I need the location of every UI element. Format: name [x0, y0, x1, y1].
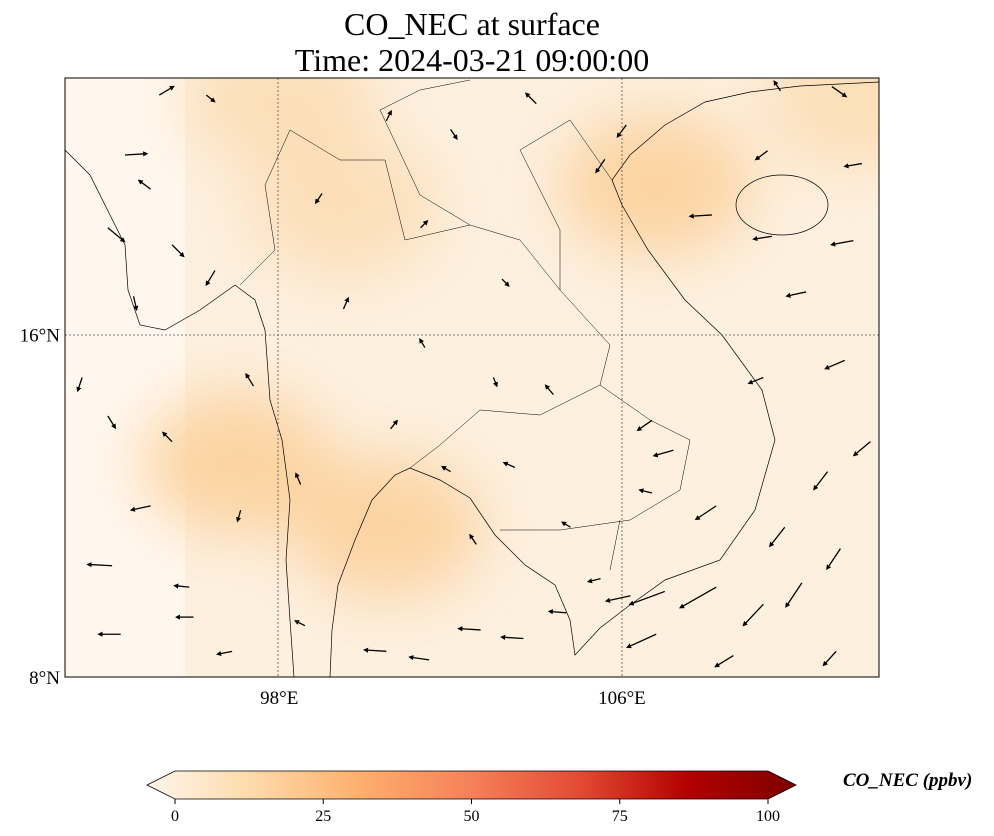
wind-arrow	[852, 441, 871, 457]
wind-arrow	[501, 278, 510, 287]
wind-arrow	[626, 633, 657, 649]
wind-arrow	[638, 488, 653, 494]
wind-arrow	[524, 92, 537, 105]
wind-arrow	[678, 586, 717, 609]
wind-arrow	[295, 472, 302, 485]
wind-arrow	[342, 296, 350, 310]
colorbar-bar	[146, 770, 797, 800]
wind-arrow	[826, 548, 841, 571]
wind-arrow	[747, 376, 764, 385]
wind-vectors	[76, 80, 871, 668]
colorbar-tick-label: 25	[315, 808, 331, 825]
wind-arrow	[547, 609, 567, 615]
wind-arrow	[173, 583, 190, 589]
wind-arrow	[500, 634, 524, 640]
wind-arrow	[245, 372, 255, 387]
wind-arrow	[754, 150, 769, 161]
colorbar-tick-label: 0	[171, 808, 179, 825]
border-lines	[239, 79, 691, 571]
wind-arrow	[205, 94, 216, 103]
coastlines	[65, 79, 879, 677]
wind-arrow	[831, 86, 848, 98]
wind-arrow	[129, 505, 151, 512]
wind-arrow	[824, 359, 845, 370]
wind-arrow	[604, 595, 631, 603]
wind-arrow	[419, 337, 426, 348]
wind-arrow	[616, 124, 627, 138]
wind-arrow	[137, 179, 152, 190]
wind-arrow	[420, 220, 429, 229]
x-tick-label: 106°E	[598, 688, 646, 709]
wind-arrow	[688, 213, 712, 219]
wind-arrow	[843, 162, 862, 169]
wind-arrow	[390, 419, 398, 430]
wind-arrow	[544, 384, 554, 396]
wind-arrow	[205, 270, 216, 287]
wind-arrow	[768, 526, 786, 548]
wind-arrow	[161, 431, 173, 443]
hainan-island	[735, 174, 829, 236]
colorbar-label: CO_NEC (ppbv)	[843, 770, 973, 791]
mainland-coastline	[65, 81, 879, 677]
map-area[interactable]	[65, 29, 953, 677]
map-frame	[64, 77, 880, 678]
wind-arrow	[76, 377, 83, 393]
wind-arrow	[293, 620, 306, 627]
wind-arrow	[752, 235, 772, 242]
low-concentration-zone	[65, 78, 185, 677]
concentration-hotspot	[291, 457, 482, 598]
colorbar-tick-label: 50	[464, 808, 480, 825]
wind-arrow	[314, 193, 323, 205]
colorbar-tick-label: 75	[612, 808, 628, 825]
wind-arrow	[694, 505, 717, 521]
wind-arrow	[107, 415, 117, 430]
wind-arrow	[773, 80, 782, 92]
wind-arrow	[628, 590, 666, 606]
wind-arrow	[457, 626, 481, 632]
wind-arrow	[785, 291, 807, 298]
concentration-hotspot	[141, 393, 332, 534]
wind-arrow	[813, 471, 829, 491]
wind-arrow	[236, 509, 242, 523]
wind-arrow	[502, 461, 516, 468]
wind-arrow	[636, 419, 653, 432]
concentration-hotspot	[561, 114, 752, 255]
wind-arrow	[216, 650, 233, 657]
wind-arrow	[408, 655, 430, 661]
concentration-hotspot	[248, 136, 439, 277]
wind-arrow	[469, 533, 477, 545]
wind-arrow	[785, 582, 803, 608]
colorbar: 0 25 50 75 100	[146, 770, 797, 825]
wind-arrow	[492, 377, 498, 388]
wind-arrow	[652, 449, 674, 458]
wind-arrow	[586, 577, 601, 584]
map-title: CO_NEC at surface	[344, 6, 600, 42]
wind-arrow	[595, 158, 606, 174]
wind-arrow	[450, 128, 458, 141]
colorbar-tick-label: 100	[756, 808, 780, 825]
wind-arrow	[742, 603, 764, 627]
wind-arrow	[714, 655, 734, 668]
y-tick-label: 16°N	[20, 326, 61, 347]
wind-arrow	[171, 244, 185, 258]
wind-arrow	[158, 85, 175, 96]
wind-arrow	[385, 109, 392, 122]
y-tick-label: 8°N	[29, 668, 60, 689]
x-tick-label: 98°E	[260, 688, 298, 709]
wind-arrow	[86, 562, 113, 568]
concentration-hotspot	[184, 78, 375, 170]
map-subtitle: Time: 2024-03-21 09:00:00	[294, 42, 650, 78]
wind-arrow	[132, 296, 139, 312]
wind-arrow	[822, 650, 837, 667]
wind-arrow	[362, 647, 387, 653]
wind-arrow	[560, 521, 571, 528]
concentration-hotspot	[762, 78, 879, 170]
wind-arrow	[830, 239, 854, 247]
wind-arrow	[107, 227, 126, 243]
wind-arrow	[441, 465, 451, 473]
wind-arrow	[124, 151, 149, 157]
